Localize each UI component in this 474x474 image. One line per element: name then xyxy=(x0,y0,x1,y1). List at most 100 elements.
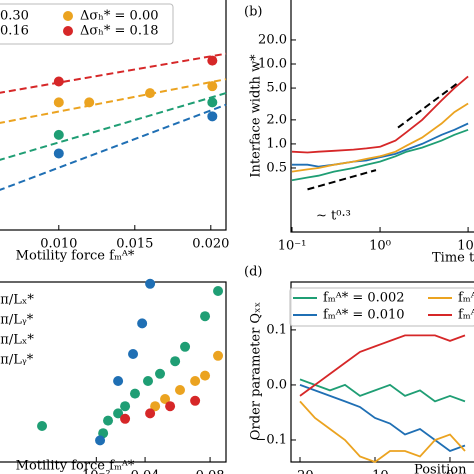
point xyxy=(128,349,139,359)
y-tick-label: 1.0 xyxy=(266,136,287,151)
point xyxy=(175,385,186,395)
point xyxy=(103,415,114,426)
point xyxy=(200,370,211,381)
x-tick-label: 0.015 xyxy=(116,237,153,252)
point xyxy=(137,318,148,329)
x-tick-label: −10 xyxy=(361,469,388,474)
guide-line xyxy=(307,169,377,191)
point xyxy=(207,111,218,122)
point xyxy=(129,388,140,399)
x-axis-label: Motility force fₘᴬ* xyxy=(16,459,135,474)
panel-label: (d) xyxy=(244,265,262,280)
axes-frame xyxy=(0,281,227,463)
line xyxy=(299,400,466,464)
x-tick-label: 10⁻¹ xyxy=(278,239,307,254)
axes-frame xyxy=(290,281,474,463)
fit-line xyxy=(0,52,227,94)
point xyxy=(165,401,176,412)
legend-label: Δσₕ* = 0.00 xyxy=(80,9,159,24)
guide-line xyxy=(397,80,461,129)
legend-label: 2π/Lᵧ* xyxy=(0,313,34,328)
point xyxy=(142,376,153,386)
legend-label: fₘᴬ* = 0.010 xyxy=(323,308,405,323)
point xyxy=(190,376,201,386)
x-axis-label: Position xyxy=(414,463,467,474)
x-tick-label: 0.08 xyxy=(196,469,225,474)
line xyxy=(292,122,469,168)
y-axis-label: Interface width w* xyxy=(249,54,264,178)
point xyxy=(145,278,156,289)
fit-line xyxy=(0,92,227,161)
y-tick-label: 0.5 xyxy=(266,160,287,175)
axes-frame xyxy=(290,0,474,233)
x-tick-label: 0 xyxy=(446,469,454,474)
point xyxy=(120,413,131,424)
line xyxy=(291,128,469,182)
x-tick-label: 0.020 xyxy=(192,237,229,252)
fit-line xyxy=(0,103,227,191)
point xyxy=(207,55,218,66)
point xyxy=(53,148,64,159)
x-axis-label: Motility force fₘᴬ* xyxy=(16,249,135,264)
legend-box xyxy=(0,3,174,45)
point xyxy=(160,394,171,404)
line xyxy=(299,378,466,403)
y-tick-label: 10.0 xyxy=(258,57,287,72)
point xyxy=(213,286,224,296)
point xyxy=(84,97,95,108)
legend-marker xyxy=(63,26,73,36)
y-tick-label: 0.1 xyxy=(266,322,287,337)
panel-label: (b) xyxy=(244,5,262,20)
point xyxy=(53,97,64,108)
annotation: ∼ t⁰·³ xyxy=(316,209,351,224)
line xyxy=(291,75,469,154)
point xyxy=(113,376,124,386)
y-tick-label: 2.0 xyxy=(266,112,287,127)
point xyxy=(207,81,218,92)
y-tick-label: −0.1 xyxy=(255,432,287,447)
point xyxy=(53,129,64,140)
point xyxy=(145,408,156,419)
legend-label: 2π/Lₓ* xyxy=(0,333,34,348)
legend-label: fₘᴬ* xyxy=(458,291,474,306)
point xyxy=(180,341,191,352)
x-tick-label: 10¹ xyxy=(457,239,474,254)
fit-line xyxy=(0,78,227,124)
point xyxy=(190,395,201,406)
line xyxy=(299,384,466,453)
legend-label: 0.16 xyxy=(0,24,29,39)
legend-label: fₘᴬ* = 0.002 xyxy=(323,291,405,306)
x-tick-label: 10⁰ xyxy=(369,239,391,254)
x-tick-label: −20 xyxy=(286,469,313,474)
x-tick-label: 10⁻² xyxy=(82,469,111,474)
y-tick-label: 0.0 xyxy=(266,377,287,392)
point xyxy=(155,368,166,379)
legend-label: 2π/Lₓ* xyxy=(0,293,34,308)
y-axis-label: Order parameter Qₓₓ xyxy=(249,302,264,440)
legend-label: 0.30 xyxy=(0,9,29,24)
point xyxy=(37,421,48,431)
point xyxy=(53,76,64,87)
legend-label: 2π/Lᵧ* xyxy=(0,353,34,368)
x-tick-label: 0.010 xyxy=(40,237,77,252)
y-tick-label: 5.0 xyxy=(266,81,287,96)
axes-frame xyxy=(0,0,227,231)
point xyxy=(145,88,155,99)
point xyxy=(213,350,224,361)
point xyxy=(113,408,124,419)
point xyxy=(95,435,106,446)
legend-label: Δσₕ* = 0.18 xyxy=(80,24,159,39)
x-tick-label: 0.04 xyxy=(131,469,160,474)
point xyxy=(200,311,211,322)
point xyxy=(150,401,161,412)
line xyxy=(299,334,466,397)
point xyxy=(207,97,218,108)
point xyxy=(170,356,181,367)
line xyxy=(291,102,469,173)
point xyxy=(120,401,131,412)
x-axis-label: Time t xyxy=(432,251,474,266)
y-tick-label: 20.0 xyxy=(258,32,287,47)
legend-label: fₘᴬ* xyxy=(458,308,474,323)
legend-marker xyxy=(63,11,73,21)
